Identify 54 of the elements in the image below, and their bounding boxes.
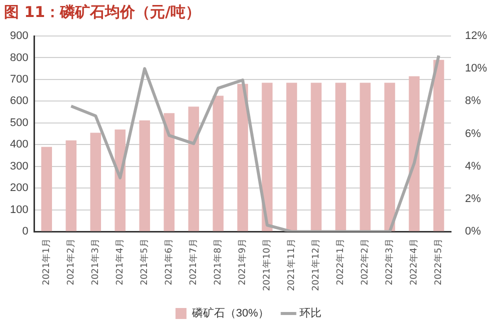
bar	[360, 82, 371, 232]
bar	[90, 132, 102, 232]
bar	[433, 60, 444, 232]
x-tick-label: 2021年7月	[188, 238, 199, 286]
y2-tick-label: 6%	[464, 128, 482, 140]
x-tick-label: 2021年9月	[237, 238, 248, 286]
x-tick-label: 2021年12月	[310, 238, 322, 292]
bar	[188, 106, 200, 232]
legend-label: 磷矿石（30%）	[190, 306, 270, 320]
bar	[286, 82, 298, 232]
bar	[237, 84, 248, 232]
x-tick-label: 2021年10月	[262, 238, 273, 292]
y2-tick-label: 2%	[464, 193, 482, 206]
bar	[66, 140, 77, 232]
x-tick-label: 2021年11月	[286, 238, 298, 292]
y2-tick-label: 4%	[464, 160, 482, 172]
legend-label: 环比	[300, 306, 322, 320]
y2-tick-label: 12%	[464, 30, 488, 42]
y-tick-label: 700	[10, 74, 28, 86]
bar	[164, 113, 175, 232]
x-tick-label: 2021年3月	[90, 238, 101, 286]
x-tick-label: 2022年4月	[408, 238, 420, 286]
bar	[310, 82, 322, 232]
x-tick-label: 2021年6月	[163, 238, 174, 286]
y-tick-label: 400	[10, 138, 28, 151]
bar	[212, 96, 224, 232]
y-tick-label: 300	[10, 160, 28, 172]
bar	[114, 129, 126, 232]
y2-tick-label: 10%	[464, 62, 488, 75]
x-tick-label: 2021年5月	[138, 238, 150, 286]
y-tick-label: 500	[10, 116, 28, 129]
y-tick-label: 200	[10, 182, 28, 194]
y2-tick-label: 8%	[464, 95, 482, 108]
bar	[41, 146, 52, 232]
bar	[139, 120, 150, 232]
bar	[335, 82, 346, 232]
y-tick-label: 600	[10, 95, 28, 108]
x-tick-label: 2022年2月	[360, 238, 371, 286]
y2-tick-label: 0%	[464, 226, 482, 238]
x-tick-label: 2021年8月	[212, 238, 224, 286]
bar	[262, 82, 273, 232]
x-tick-label: 2022年1月	[335, 238, 346, 286]
chart-title: 图 11：磷矿石均价（元/吨）	[4, 2, 201, 21]
x-tick-label: 2021年2月	[65, 238, 76, 286]
x-tick-label: 2021年4月	[114, 238, 126, 286]
y-tick-label: 0	[22, 226, 28, 238]
x-tick-label: 2022年3月	[384, 238, 396, 286]
y-tick-label: 800	[10, 52, 28, 64]
bar	[384, 82, 396, 232]
bar	[408, 76, 420, 232]
x-tick-label: 2021年1月	[40, 238, 52, 286]
y-tick-label: 100	[10, 204, 28, 216]
x-tick-label: 2022年5月	[433, 238, 444, 286]
y-tick-label: 900	[10, 30, 28, 42]
